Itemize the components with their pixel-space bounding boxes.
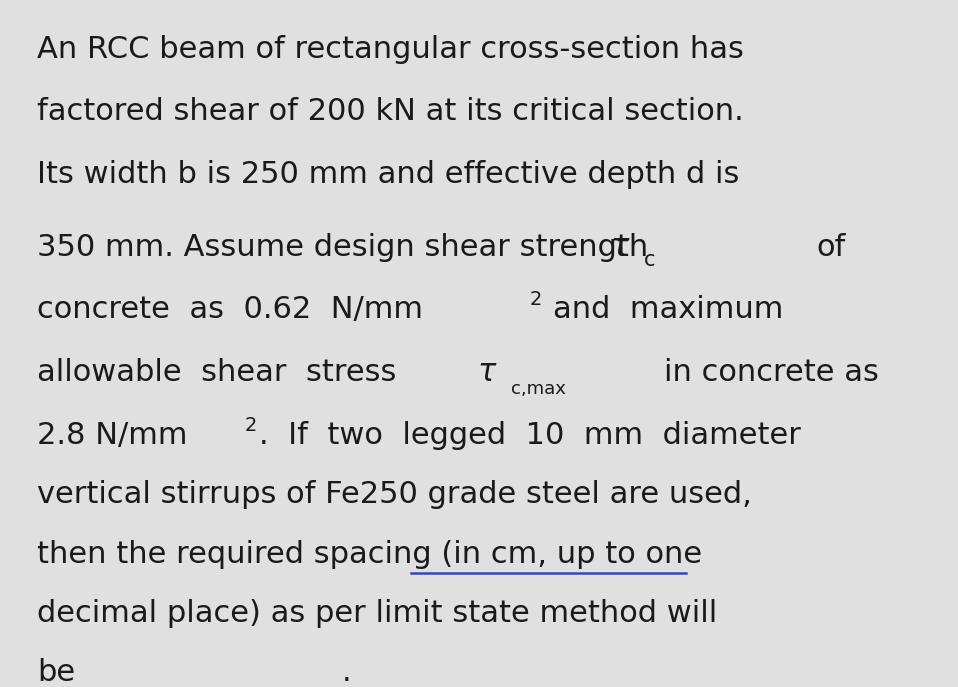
Text: 2.8 N/mm: 2.8 N/mm: [37, 420, 188, 450]
Text: and  maximum: and maximum: [553, 295, 784, 324]
Text: vertical stirrups of Fe250 grade steel are used,: vertical stirrups of Fe250 grade steel a…: [37, 480, 752, 509]
Text: Its width b is 250 mm and effective depth d is: Its width b is 250 mm and effective dept…: [37, 160, 740, 189]
Text: 2: 2: [244, 416, 257, 435]
Text: c,max: c,max: [512, 380, 566, 398]
Text: factored shear of 200 kN at its critical section.: factored shear of 200 kN at its critical…: [37, 98, 744, 126]
Text: then the required spacing (in cm, up to one: then the required spacing (in cm, up to …: [37, 539, 702, 569]
Text: of: of: [816, 233, 845, 262]
Text: An RCC beam of rectangular cross-section has: An RCC beam of rectangular cross-section…: [37, 34, 744, 64]
Text: 2: 2: [530, 290, 541, 309]
Text: concrete  as  0.62  N/mm: concrete as 0.62 N/mm: [37, 295, 423, 324]
Text: decimal place) as per limit state method will: decimal place) as per limit state method…: [37, 599, 718, 628]
Text: 350 mm. Assume design shear strength: 350 mm. Assume design shear strength: [37, 233, 649, 262]
Text: .: .: [341, 658, 351, 687]
Text: τ: τ: [610, 233, 628, 262]
Text: c: c: [644, 250, 655, 270]
Text: be: be: [37, 658, 76, 687]
Text: in concrete as: in concrete as: [664, 358, 879, 387]
Text: .  If  two  legged  10  mm  diameter: . If two legged 10 mm diameter: [259, 420, 801, 450]
Text: τ: τ: [477, 358, 495, 387]
Text: allowable  shear  stress: allowable shear stress: [37, 358, 397, 387]
